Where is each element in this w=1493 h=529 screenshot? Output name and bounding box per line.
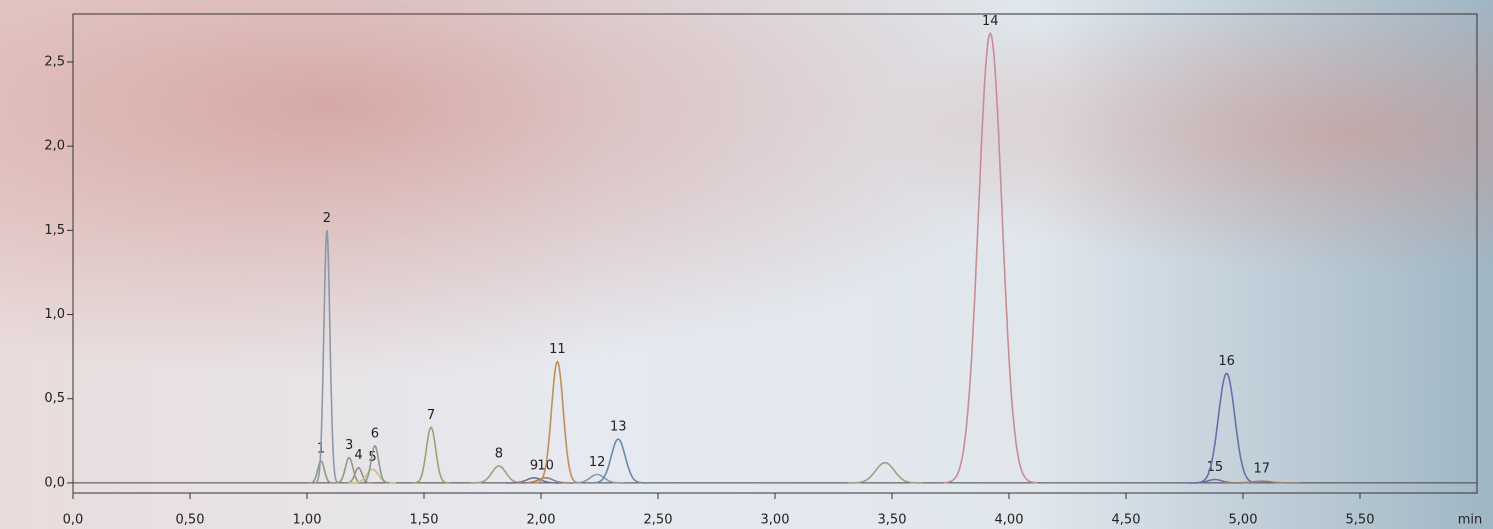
peak-label: 13 xyxy=(610,420,627,435)
peak xyxy=(517,476,574,484)
peak xyxy=(1224,480,1300,484)
peak xyxy=(470,465,527,484)
peak-label: 12 xyxy=(589,455,606,470)
peak xyxy=(359,445,390,484)
peak-label: 14 xyxy=(982,14,999,29)
x-tick-label: 4,00 xyxy=(995,513,1024,528)
x-tick-label: 2,50 xyxy=(644,513,673,528)
x-axis-label: min xyxy=(1458,513,1483,528)
peak-label: 4 xyxy=(354,448,362,463)
peak-label: 7 xyxy=(427,408,435,423)
peak xyxy=(533,360,581,484)
x-tick-label: 1,50 xyxy=(410,513,439,528)
x-tick-label: 3,00 xyxy=(761,513,790,528)
peak xyxy=(847,461,923,484)
peak xyxy=(1193,372,1260,484)
peak-label: 9 xyxy=(530,458,538,473)
y-tick-label: 1,5 xyxy=(44,223,65,238)
peak-label: 17 xyxy=(1253,462,1270,477)
x-tick-label: 0,0 xyxy=(63,513,84,528)
y-tick-label: 2,5 xyxy=(44,54,65,69)
x-tick-label: 1,00 xyxy=(293,513,322,528)
peak xyxy=(590,438,647,484)
peak-label: 6 xyxy=(371,426,379,441)
peak-label: 3 xyxy=(345,438,353,453)
y-tick-label: 0,5 xyxy=(44,391,65,406)
x-tick-label: 0,50 xyxy=(176,513,205,528)
peak-label: 16 xyxy=(1218,354,1235,369)
x-tick-label: 5,50 xyxy=(1346,513,1375,528)
peak-label: 8 xyxy=(495,447,503,462)
x-tick-label: 4,50 xyxy=(1112,513,1141,528)
y-tick-label: 1,0 xyxy=(44,307,65,322)
peak-label: 11 xyxy=(549,342,566,357)
x-tick-label: 2,00 xyxy=(527,513,556,528)
peak xyxy=(412,426,450,484)
peak xyxy=(505,476,563,484)
peak xyxy=(569,473,626,484)
peak xyxy=(314,230,340,484)
x-tick-label: 5,00 xyxy=(1229,513,1258,528)
peak-label: 2 xyxy=(323,211,331,226)
peak-label: 5 xyxy=(368,450,376,465)
y-tick-label: 2,0 xyxy=(44,139,65,154)
peak xyxy=(943,31,1038,484)
x-tick-label: 3,50 xyxy=(878,513,907,528)
y-tick-label: 0,0 xyxy=(44,475,65,490)
peak xyxy=(307,460,335,484)
plot-frame xyxy=(72,13,1478,494)
